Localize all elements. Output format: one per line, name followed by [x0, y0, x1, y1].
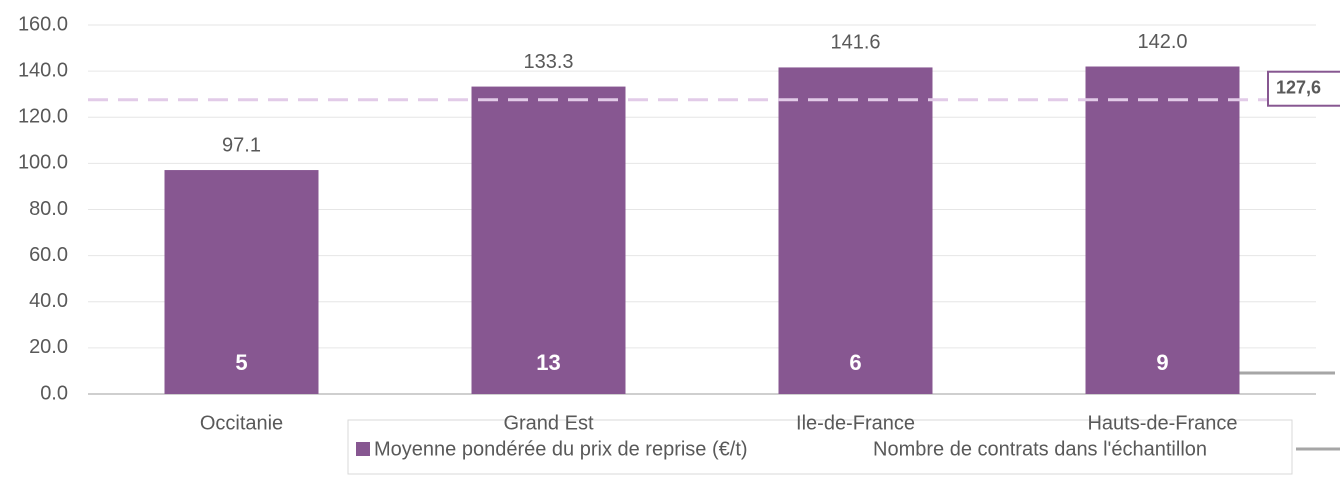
value-label: 97.1	[222, 134, 261, 156]
legend-label: Moyenne pondérée du prix de reprise (€/t…	[374, 438, 748, 460]
bar	[1085, 66, 1240, 394]
y-tick-label: 40.0	[29, 290, 68, 312]
legend-label: Nombre de contrats dans l'échantillon	[873, 438, 1207, 460]
x-tick-label: Ile-de-France	[796, 412, 915, 434]
value-label: 141.6	[830, 32, 880, 54]
value-label: 133.3	[523, 51, 573, 73]
reference-box	[1267, 70, 1340, 107]
y-tick-label: 100.0	[18, 152, 68, 174]
y-tick-label: 140.0	[18, 59, 68, 81]
y-tick-label: 0.0	[40, 382, 68, 404]
reference-label: 127,6	[1276, 77, 1321, 97]
x-tick-label: Occitanie	[200, 412, 283, 434]
value-label: 142.0	[1137, 31, 1187, 53]
x-tick-label: Hauts-de-France	[1087, 412, 1237, 434]
x-tick-label: Grand Est	[503, 412, 593, 434]
count-label: 9	[1156, 350, 1168, 375]
bar	[164, 170, 319, 394]
count-label: 5	[235, 350, 247, 375]
legend	[347, 419, 1293, 475]
y-tick-label: 80.0	[29, 198, 68, 220]
count-label: 13	[536, 350, 560, 375]
bar	[471, 86, 626, 394]
y-tick-label: 60.0	[29, 244, 68, 266]
count-label: 6	[849, 350, 861, 375]
y-tick-label: 20.0	[29, 336, 68, 358]
y-tick-label: 160.0	[18, 13, 68, 35]
y-tick-label: 120.0	[18, 106, 68, 128]
bar	[778, 67, 933, 394]
legend-swatch	[356, 442, 370, 456]
